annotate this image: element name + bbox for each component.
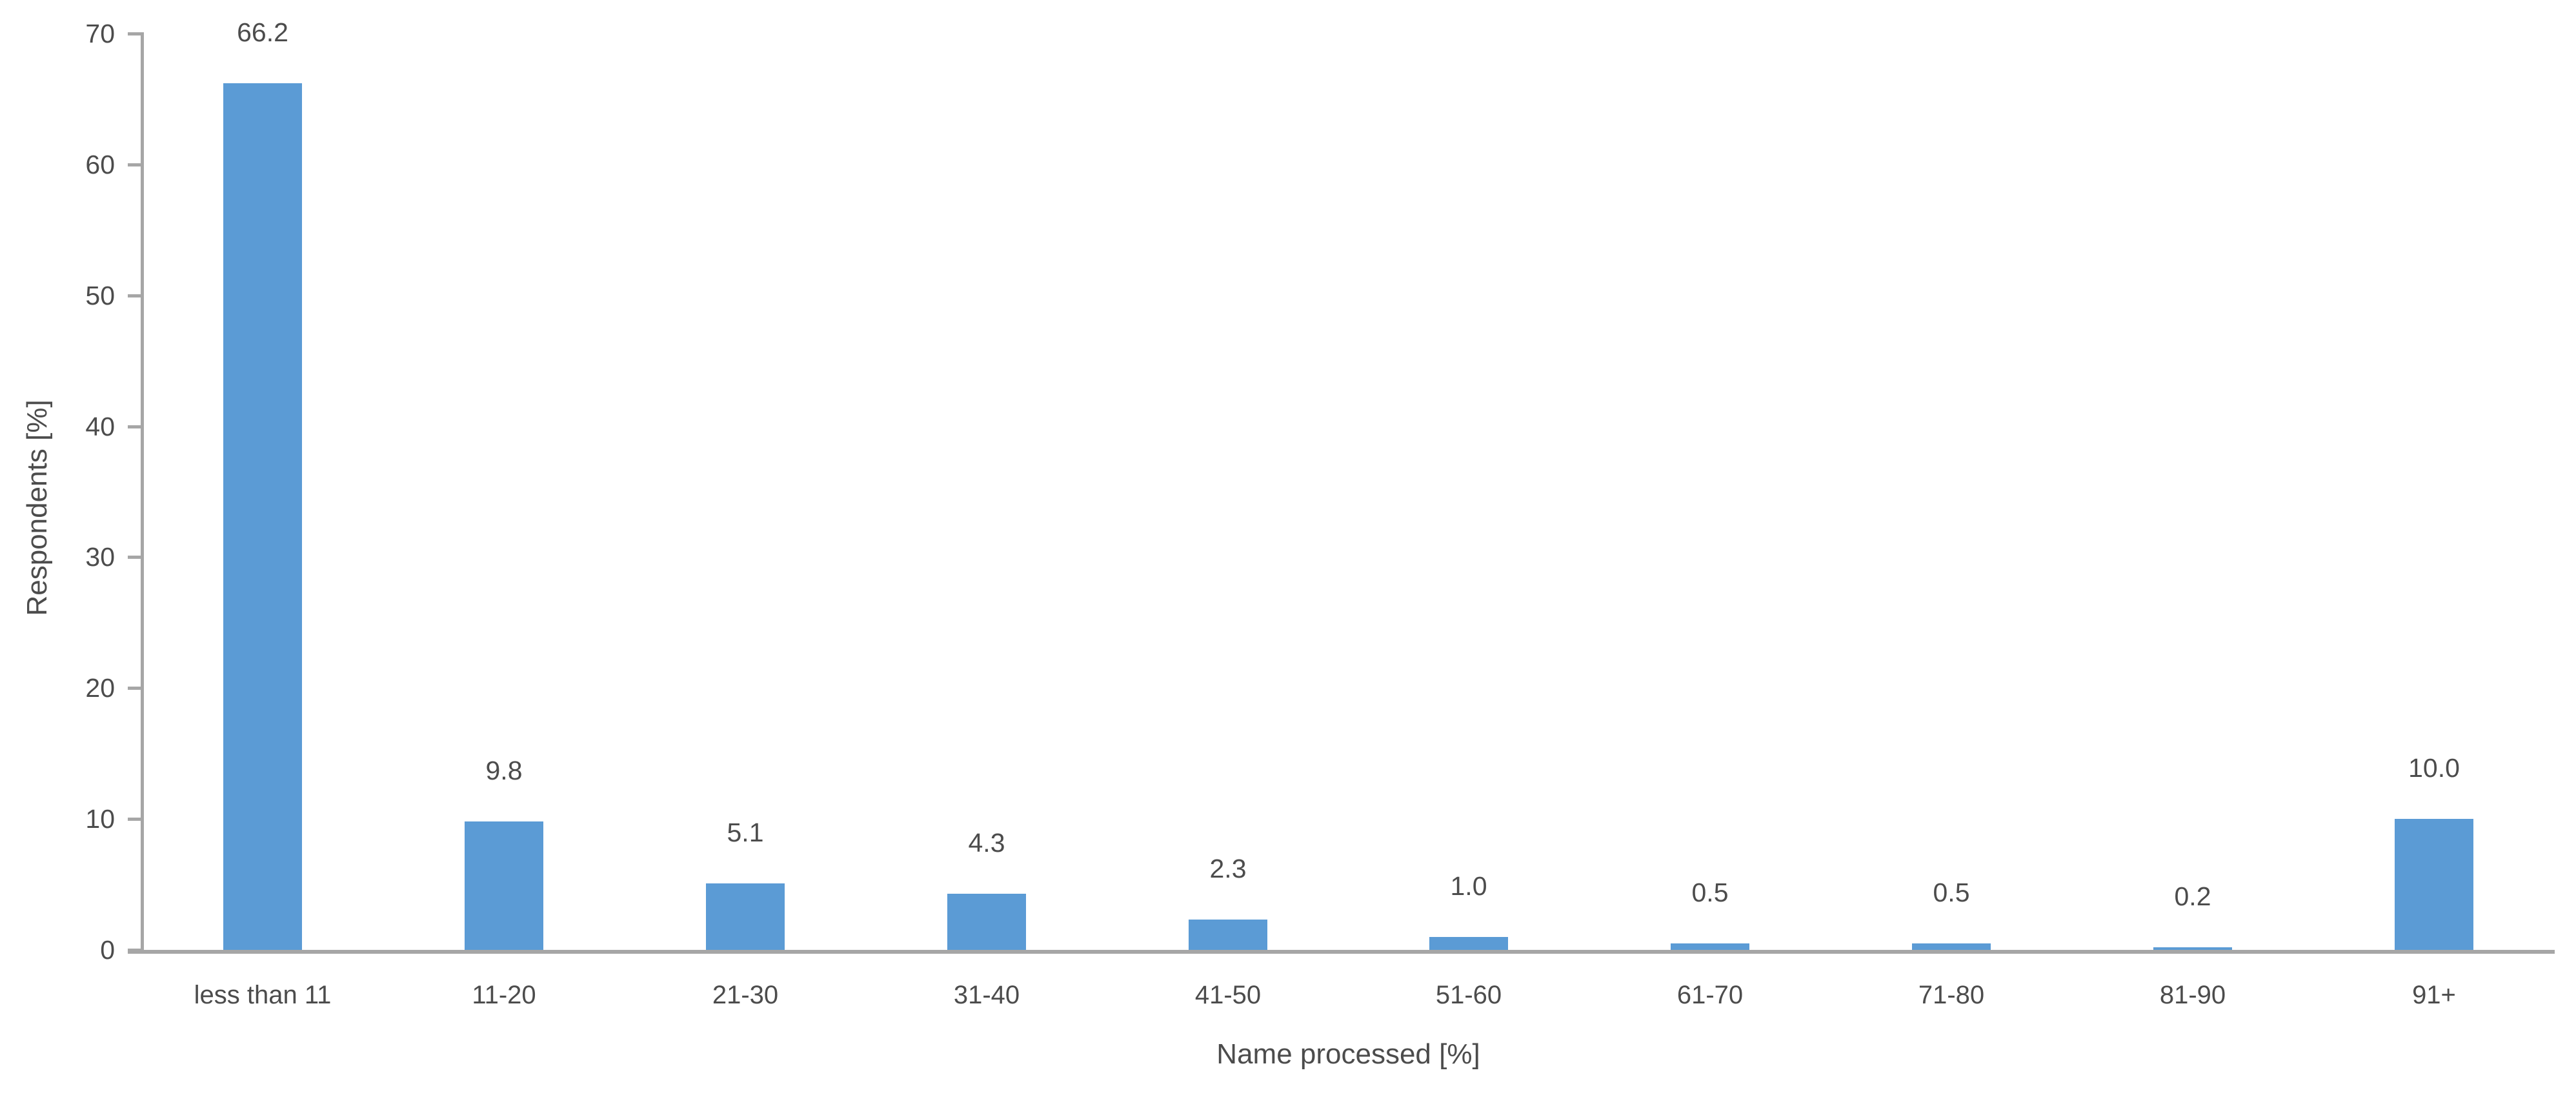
bar-value-label: 0.5 — [1691, 878, 1729, 907]
y-tick-label: 40 — [85, 411, 115, 441]
x-axis-line — [128, 950, 2555, 954]
y-axis-line — [141, 32, 144, 950]
y-tick-label: 50 — [85, 280, 115, 310]
x-category-label: less than 11 — [194, 981, 332, 1009]
bar-value-label: 9.8 — [485, 756, 523, 785]
bar-value-label: 4.3 — [968, 828, 1005, 858]
y-tick — [128, 687, 142, 690]
y-tick-label: 20 — [85, 673, 115, 703]
x-category-label: 81-90 — [2159, 981, 2226, 1009]
y-tick — [128, 556, 142, 559]
bar-value-label: 5.1 — [727, 818, 764, 847]
y-tick — [128, 425, 142, 428]
bar-value-label: 2.3 — [1209, 854, 1247, 883]
bar — [1671, 943, 1749, 950]
bar — [223, 83, 302, 950]
x-category-label: 91+ — [2412, 981, 2456, 1009]
bar — [2395, 819, 2473, 950]
x-category-label: 51-60 — [1435, 981, 1502, 1009]
y-tick-label: 10 — [85, 804, 115, 834]
y-tick — [128, 818, 142, 821]
bar — [1912, 943, 1991, 950]
bar — [465, 821, 543, 950]
y-tick-label: 60 — [85, 149, 115, 179]
y-tick — [128, 32, 142, 35]
y-tick — [128, 949, 142, 952]
bar — [2153, 947, 2232, 950]
x-axis-title: Name processed [%] — [1216, 1038, 1480, 1070]
x-category-label: 61-70 — [1676, 981, 1744, 1009]
bar-value-label: 0.2 — [2174, 881, 2211, 911]
bar — [947, 894, 1026, 950]
bar-value-label: 10.0 — [2408, 753, 2460, 783]
y-tick-label: 70 — [85, 19, 115, 48]
bar-value-label: 66.2 — [237, 17, 288, 47]
y-tick — [128, 163, 142, 166]
bar-value-label: 1.0 — [1450, 871, 1487, 901]
x-category-label: 31-40 — [953, 981, 1020, 1009]
y-tick — [128, 294, 142, 297]
y-tick-label: 0 — [100, 935, 115, 965]
x-category-label: 71-80 — [1918, 981, 1985, 1009]
x-category-label: 11-20 — [472, 981, 536, 1009]
bar — [706, 883, 785, 950]
x-category-label: 41-50 — [1194, 981, 1262, 1009]
bar — [1189, 920, 1267, 950]
y-tick-label: 30 — [85, 542, 115, 572]
bar-value-label: 0.5 — [1933, 878, 1970, 907]
bar — [1429, 937, 1508, 950]
x-category-label: 21-30 — [712, 981, 779, 1009]
